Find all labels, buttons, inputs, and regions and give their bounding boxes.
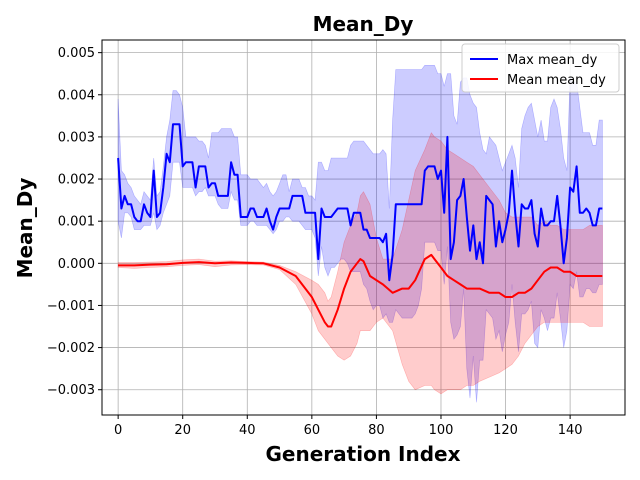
x-tick-label: 0	[114, 423, 122, 438]
y-tick-label: 0.004	[58, 88, 95, 103]
x-tick-label: 100	[429, 423, 454, 438]
y-tick-label: −0.002	[47, 341, 95, 356]
x-axis-label: Generation Index	[266, 442, 461, 466]
series-bands	[117, 65, 603, 403]
y-tick-label: 0.002	[58, 173, 95, 188]
x-tick-label: 40	[239, 423, 256, 438]
x-tick-label: 120	[493, 423, 518, 438]
x-tick-label: 20	[174, 423, 191, 438]
y-axis-ticks: −0.003 −0.002 −0.001 0.000 0.001 0.002 0.003 0.…	[47, 46, 102, 398]
legend-box	[461, 43, 620, 93]
line-mean	[118, 253, 603, 328]
x-tick-label: 80	[368, 423, 385, 438]
chart-title: Mean_Dy	[313, 12, 414, 36]
y-tick-label: 0.001	[58, 215, 95, 230]
legend-label-max: Max mean_dy	[507, 53, 598, 68]
y-tick-label: −0.001	[47, 299, 95, 314]
y-tick-label: 0.003	[58, 130, 95, 145]
y-tick-label: 0.000	[58, 257, 95, 272]
legend: Max mean_dy Mean mean_dy	[461, 43, 620, 93]
plot-frame	[101, 39, 626, 416]
x-tick-label: 140	[558, 423, 583, 438]
legend-label-mean: Mean mean_dy	[507, 73, 606, 88]
grid-lines	[102, 40, 625, 415]
band-max	[117, 65, 603, 403]
x-tick-label: 60	[304, 423, 321, 438]
y-axis-label: Mean_Dy	[13, 178, 37, 279]
series-lines	[117, 123, 603, 328]
y-tick-label: 0.005	[58, 46, 95, 61]
band-mean	[117, 132, 603, 395]
y-tick-label: −0.003	[47, 383, 95, 398]
x-axis-ticks: 0 20 40 60 80 100 120 140	[114, 415, 583, 438]
line-max	[117, 123, 603, 282]
